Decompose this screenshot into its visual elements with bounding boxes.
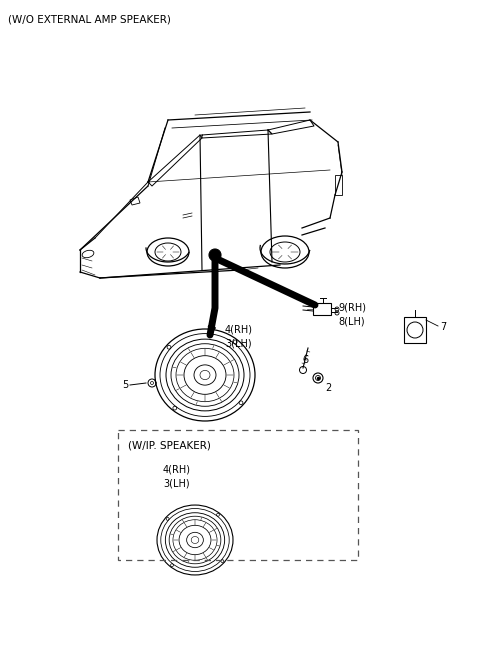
Bar (313, 303, 331, 315)
Bar (118, 430, 358, 560)
Text: 6: 6 (302, 355, 308, 365)
Text: 9(RH)
8(LH): 9(RH) 8(LH) (338, 302, 366, 326)
Text: 7: 7 (440, 322, 446, 332)
Text: 2: 2 (325, 383, 331, 393)
Text: (W/IP. SPEAKER): (W/IP. SPEAKER) (128, 440, 211, 450)
Bar (404, 317, 426, 343)
Text: 4(RH)
3(LH): 4(RH) 3(LH) (163, 465, 191, 489)
Bar (335, 175, 342, 195)
Text: (W/O EXTERNAL AMP SPEAKER): (W/O EXTERNAL AMP SPEAKER) (8, 14, 171, 24)
Circle shape (209, 249, 221, 261)
Text: 4(RH)
3(LH): 4(RH) 3(LH) (225, 325, 253, 349)
Text: 5: 5 (122, 380, 128, 390)
